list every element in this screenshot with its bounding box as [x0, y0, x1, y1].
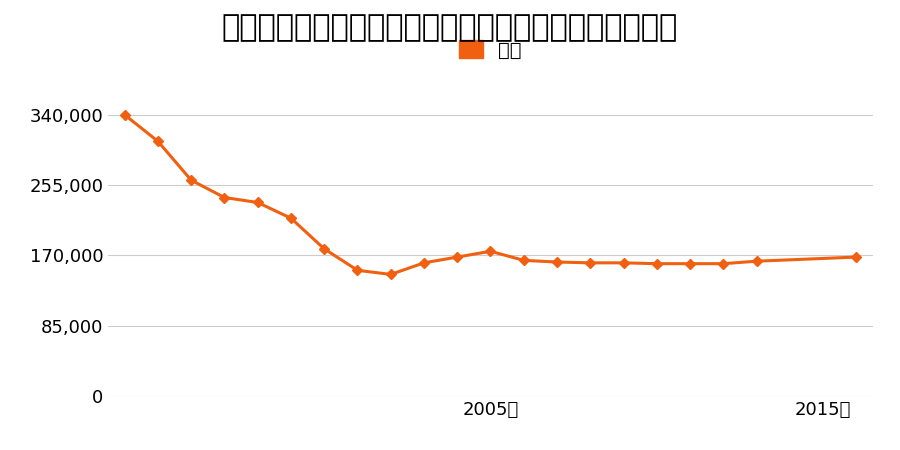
- Text: 愛知県名古屋市名東区高針二丁目２４１３番の地価推移: 愛知県名古屋市名東区高針二丁目２４１３番の地価推移: [222, 14, 678, 42]
- Legend: 価格: 価格: [452, 32, 529, 68]
